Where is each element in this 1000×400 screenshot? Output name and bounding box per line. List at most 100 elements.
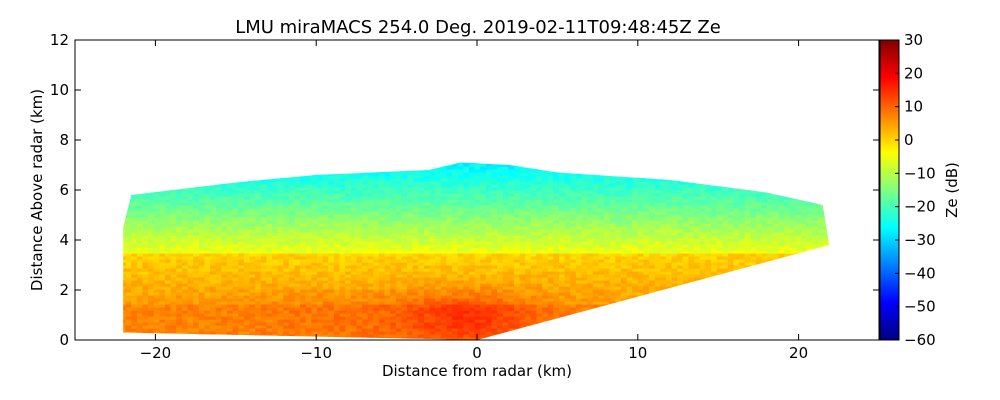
echo-cell xyxy=(463,229,470,233)
echo-cell xyxy=(564,193,571,197)
echo-cell xyxy=(446,214,453,218)
echo-cell xyxy=(249,262,256,266)
echo-cell xyxy=(362,208,369,212)
echo-cell xyxy=(452,208,459,212)
echo-cell xyxy=(418,277,425,281)
echo-cell xyxy=(474,199,481,203)
echo-cell xyxy=(221,298,228,302)
echo-cell xyxy=(317,181,324,185)
echo-cell xyxy=(187,283,194,287)
echo-cell xyxy=(390,223,397,227)
echo-cell xyxy=(322,295,329,299)
echo-cell xyxy=(457,271,464,275)
echo-cell xyxy=(260,316,267,320)
echo-cell xyxy=(474,238,481,242)
echo-cell xyxy=(165,283,172,287)
echo-cell xyxy=(131,211,138,215)
echo-cell xyxy=(570,238,577,242)
echo-cell xyxy=(255,265,262,269)
echo-cell xyxy=(564,181,571,185)
echo-cell xyxy=(131,199,138,203)
echo-cell xyxy=(232,295,239,299)
echo-cell xyxy=(480,202,487,206)
echo-cell xyxy=(395,313,403,317)
echo-cell xyxy=(423,286,431,290)
echo-cell xyxy=(412,238,419,242)
echo-cell xyxy=(418,199,425,203)
echo-cell xyxy=(193,250,200,254)
echo-cell xyxy=(311,178,318,182)
echo-cell xyxy=(530,226,538,230)
echo-cell xyxy=(333,211,341,215)
echo-cell xyxy=(542,205,549,209)
echo-cell xyxy=(384,316,391,320)
echo-cell xyxy=(401,268,408,272)
echo-cell xyxy=(373,283,380,287)
echo-cell xyxy=(570,244,577,248)
echo-cell xyxy=(356,190,363,194)
echo-cell xyxy=(226,211,234,215)
echo-cell xyxy=(429,316,436,320)
echo-cell xyxy=(384,307,391,311)
echo-cell xyxy=(159,199,166,203)
echo-cell xyxy=(215,295,222,299)
echo-cell xyxy=(485,214,493,218)
echo-cell xyxy=(362,310,369,314)
echo-cell xyxy=(260,229,267,233)
echo-cell xyxy=(553,178,560,182)
echo-cell xyxy=(288,301,296,305)
echo-cell xyxy=(356,247,363,251)
echo-cell xyxy=(204,286,211,290)
echo-cell xyxy=(198,283,206,287)
echo-cell xyxy=(452,223,459,227)
echo-cell xyxy=(435,304,442,308)
echo-cell xyxy=(294,292,301,296)
echo-cell xyxy=(271,310,279,314)
echo-cell xyxy=(176,211,183,215)
echo-cell xyxy=(210,313,217,317)
echo-cell xyxy=(429,310,436,314)
echo-cell xyxy=(255,256,262,260)
echo-cell xyxy=(123,322,127,326)
echo-cell xyxy=(547,256,554,260)
echo-cell xyxy=(350,295,357,299)
echo-cell xyxy=(131,277,138,281)
echo-cell xyxy=(412,286,419,290)
echo-cell xyxy=(378,313,386,317)
echo-cell xyxy=(384,238,391,242)
echo-cell xyxy=(513,229,521,233)
echo-cell xyxy=(423,259,431,263)
echo-cell xyxy=(412,289,419,293)
echo-cell xyxy=(165,268,172,272)
echo-cell xyxy=(317,322,324,326)
echo-cell xyxy=(429,277,436,281)
echo-cell xyxy=(463,337,470,340)
echo-cell xyxy=(553,232,560,236)
echo-cell xyxy=(570,196,577,200)
echo-cell xyxy=(142,199,149,203)
echo-cell xyxy=(412,337,419,340)
echo-cell xyxy=(187,298,194,302)
echo-cell xyxy=(401,307,408,311)
echo-cell xyxy=(148,295,155,299)
echo-cell xyxy=(328,193,335,197)
echo-cell xyxy=(384,253,391,257)
echo-cell xyxy=(125,235,132,239)
echo-cell xyxy=(497,166,504,170)
echo-cell xyxy=(446,208,453,212)
echo-cell xyxy=(452,235,459,239)
echo-cell xyxy=(328,205,335,209)
echo-cell xyxy=(187,331,194,335)
echo-cell xyxy=(564,313,571,317)
echo-cell xyxy=(283,322,290,326)
echo-cell xyxy=(125,298,132,302)
echo-cell xyxy=(519,214,526,218)
echo-cell xyxy=(311,196,318,200)
echo-cell xyxy=(333,208,341,212)
echo-cell xyxy=(232,211,239,215)
echo-cell xyxy=(468,322,476,326)
echo-cell xyxy=(536,283,543,287)
echo-cell xyxy=(153,208,161,212)
echo-cell xyxy=(294,253,301,257)
echo-cell xyxy=(429,226,436,230)
